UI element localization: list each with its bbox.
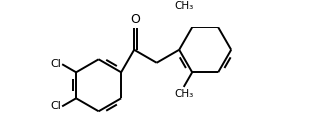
Text: CH₃: CH₃ [174,89,193,99]
Text: O: O [130,13,140,26]
Text: Cl: Cl [50,59,61,69]
Text: CH₃: CH₃ [174,1,193,11]
Text: Cl: Cl [50,101,61,111]
